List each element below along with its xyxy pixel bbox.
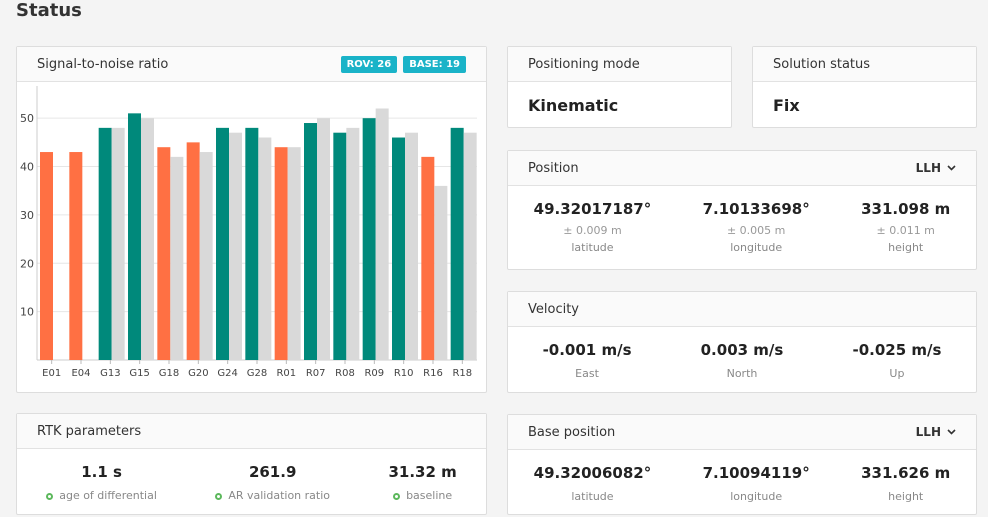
- base-bar: [375, 108, 389, 360]
- x-tick-label: G13: [100, 368, 120, 379]
- x-tick-label: E01: [42, 368, 61, 379]
- page-title: Status: [16, 0, 82, 21]
- rover-bar: [98, 127, 112, 360]
- rover-bar: [128, 113, 141, 360]
- x-tick-label: G28: [247, 368, 267, 379]
- rover-bar: [392, 137, 405, 360]
- position-format-dropdown[interactable]: LLH: [916, 161, 956, 175]
- base-bar: [287, 147, 301, 360]
- base-bar: [199, 152, 213, 360]
- base-latitude: 49.32006082° latitude: [533, 464, 652, 503]
- x-tick-label: R10: [394, 368, 414, 379]
- status-ok-icon: [393, 492, 401, 500]
- position-title: Position: [528, 160, 579, 176]
- positioning-mode-title: Positioning mode: [528, 56, 640, 72]
- rover-bar: [245, 127, 259, 360]
- base-height: 331.626 m height: [861, 464, 951, 503]
- position-latitude: 49.32017187° ± 0.009 m latitude: [533, 200, 652, 254]
- x-tick-label: R09: [364, 368, 384, 379]
- base-position-card: Base position LLH 49.32006082° latitude …: [507, 414, 977, 515]
- base-bar: [346, 127, 360, 360]
- base-bar: [170, 156, 184, 360]
- base-bar: [258, 137, 272, 360]
- base-bar: [111, 127, 125, 360]
- x-tick-label: R07: [306, 368, 326, 379]
- rtk-age-of-differential: 1.1 s age of differential: [46, 463, 157, 502]
- positioning-mode-value: Kinematic: [528, 96, 619, 115]
- velocity-north: 0.003 m/s North: [700, 341, 784, 380]
- base-bar: [463, 132, 477, 360]
- status-ok-icon: [215, 492, 223, 500]
- chevron-down-icon: [947, 429, 956, 435]
- y-tick-label: 20: [20, 257, 34, 270]
- x-tick-label: R16: [423, 368, 443, 379]
- rover-bar: [362, 118, 376, 360]
- rover-badge: ROV: 26: [340, 55, 398, 73]
- rtk-parameters-card: RTK parameters 1.1 s age of differential…: [16, 413, 487, 515]
- snr-card-header: Signal-to-noise ratio ROV: 26 BASE: 19: [17, 47, 486, 82]
- x-tick-label: G20: [188, 368, 208, 379]
- rover-bar: [40, 152, 53, 360]
- x-tick-label: E04: [71, 368, 90, 379]
- x-tick-label: R08: [335, 368, 355, 379]
- rover-bar: [304, 123, 317, 360]
- base-bar: [317, 118, 330, 360]
- solution-status-title: Solution status: [773, 56, 871, 72]
- status-ok-icon: [46, 492, 54, 500]
- velocity-east: -0.001 m/s East: [542, 341, 632, 380]
- x-tick-label: G24: [217, 368, 237, 379]
- y-tick-label: 10: [20, 306, 34, 319]
- velocity-up: -0.025 m/s Up: [852, 341, 942, 380]
- snr-chart: 10 20 30 40 50 E01 E04 G13 G15 G18 G20 G24 G28 R01 R07…: [20, 86, 477, 379]
- x-tick-label: R01: [276, 368, 296, 379]
- base-bar: [229, 132, 242, 360]
- rover-bar: [69, 152, 83, 360]
- rtk-ar-validation-ratio: 261.9 AR validation ratio: [215, 463, 330, 502]
- rtk-parameters-title: RTK parameters: [37, 423, 142, 439]
- velocity-title: Velocity: [528, 301, 579, 317]
- position-height: 331.098 m ± 0.011 m height: [861, 200, 951, 254]
- y-tick-label: 40: [20, 161, 34, 174]
- chevron-down-icon: [947, 165, 956, 171]
- rtk-baseline: 31.32 m baseline: [388, 463, 457, 502]
- rover-bar: [157, 147, 171, 360]
- x-tick-label: G18: [159, 368, 179, 379]
- base-position-format-dropdown[interactable]: LLH: [916, 425, 956, 439]
- y-tick-label: 50: [20, 112, 34, 125]
- position-longitude: 7.10133698° ± 0.005 m longitude: [702, 200, 810, 254]
- position-card: Position LLH 49.32017187° ± 0.009 m lati…: [507, 150, 977, 270]
- snr-card: Signal-to-noise ratio ROV: 26 BASE: 19 1…: [16, 46, 487, 393]
- snr-title: Signal-to-noise ratio: [37, 56, 169, 72]
- solution-status-card: Solution status Fix: [752, 46, 977, 128]
- base-position-title: Base position: [528, 424, 616, 440]
- position-format-label: LLH: [915, 161, 941, 175]
- rover-bar: [333, 132, 347, 360]
- base-longitude: 7.10094119° longitude: [702, 464, 810, 503]
- base-bar: [434, 185, 448, 360]
- rover-bar: [421, 156, 435, 360]
- x-tick-label: R18: [452, 368, 472, 379]
- base-bar: [405, 132, 418, 360]
- base-bar: [141, 118, 154, 360]
- solution-status-value: Fix: [773, 96, 800, 115]
- rover-bar: [186, 142, 200, 360]
- rover-bar: [274, 147, 288, 360]
- y-tick-label: 30: [20, 209, 34, 222]
- x-tick-label: G15: [129, 368, 149, 379]
- positioning-mode-card: Positioning mode Kinematic: [507, 46, 732, 128]
- velocity-card: Velocity -0.001 m/s East 0.003 m/s North…: [507, 291, 977, 393]
- rover-bar: [216, 127, 229, 360]
- rover-bar: [450, 127, 464, 360]
- base-position-format-label: LLH: [915, 425, 941, 439]
- base-badge: BASE: 19: [403, 55, 466, 73]
